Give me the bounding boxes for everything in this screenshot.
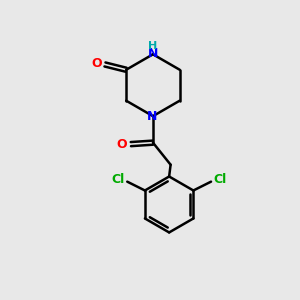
Text: H: H (148, 41, 158, 51)
Text: N: N (147, 110, 158, 123)
Text: N: N (148, 47, 158, 60)
Text: O: O (117, 138, 127, 151)
Text: O: O (92, 57, 102, 70)
Text: Cl: Cl (213, 173, 226, 186)
Text: Cl: Cl (112, 173, 125, 186)
